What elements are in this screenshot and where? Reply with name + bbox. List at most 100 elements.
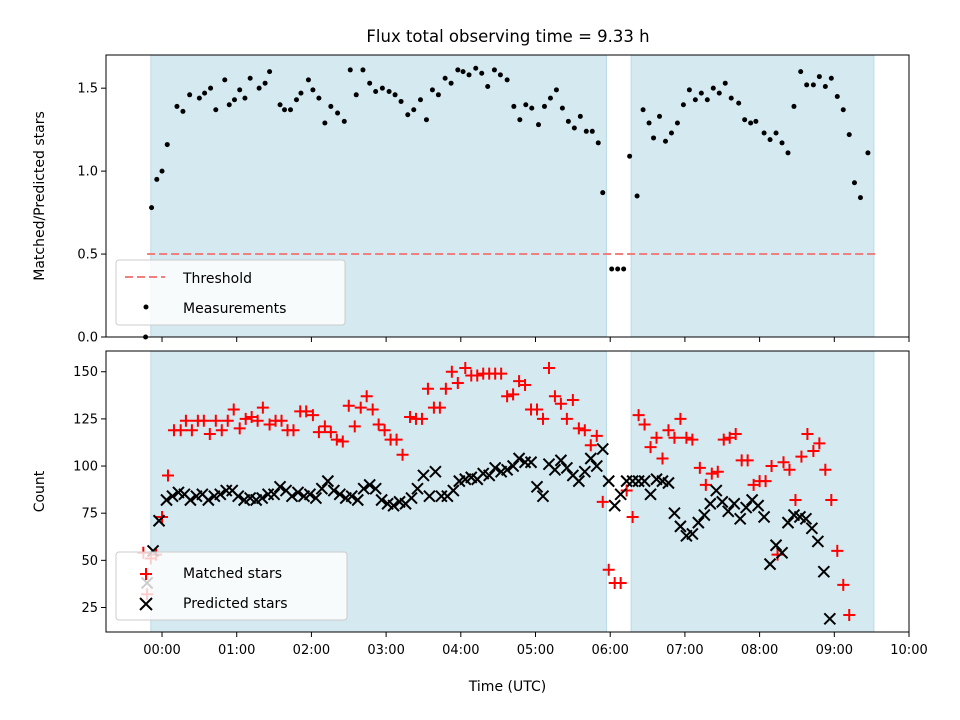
measurement-point	[398, 98, 404, 104]
legend-bottom-box	[115, 551, 348, 621]
measurement-point	[816, 74, 822, 80]
x-tick-label: 09:00	[816, 643, 853, 658]
measurement-point	[865, 150, 871, 156]
predicted-star-point	[375, 493, 388, 507]
measurement-point	[208, 85, 214, 91]
x-axis: 00:00 01:00 02:00 03:00 04:00 05:00 06:00 07:00…	[143, 632, 928, 658]
predicted-star-point	[309, 491, 323, 505]
x-tick-label: 07:00	[666, 643, 703, 658]
measurement-point	[473, 65, 479, 71]
predicted-star-point	[160, 493, 173, 507]
matched-star-point	[801, 427, 814, 440]
bottom-y-axis-label: Count	[32, 470, 48, 512]
predicted-star-point	[184, 493, 197, 507]
measurement-point	[379, 85, 385, 91]
measurement-point	[634, 193, 640, 199]
matched-star-point	[662, 424, 675, 437]
predicted-star-point	[405, 491, 418, 505]
legend-measurements-swatch	[143, 304, 149, 310]
matched-star-point	[501, 390, 514, 403]
measurement-point	[804, 82, 810, 88]
measurement-point	[226, 102, 232, 108]
measurement-point	[298, 90, 304, 96]
predicted-star-point	[811, 535, 825, 548]
measurement-point	[565, 118, 571, 124]
predicted-star-point	[716, 495, 729, 509]
predicted-star-point	[267, 488, 281, 501]
predicted-star-point	[363, 478, 376, 492]
matched-star-point	[819, 463, 832, 476]
measurement-point	[722, 80, 728, 86]
y-tick-label: 50	[81, 554, 98, 569]
measurement-point	[753, 118, 759, 124]
predicted-star-point	[698, 508, 711, 522]
matched-star-point	[275, 414, 288, 427]
matched-star-point	[632, 409, 645, 422]
predicted-star-point	[781, 516, 795, 529]
predicted-star-point	[554, 454, 568, 467]
matched-star-point	[354, 401, 367, 414]
x-tick-label: 02:00	[293, 643, 330, 658]
predicted-star-point	[596, 442, 609, 456]
matched-star-point	[179, 414, 192, 427]
matched-star-point	[507, 388, 520, 401]
matched-star-point	[396, 448, 409, 461]
bottom-y-axis: 25 50 75 100 125 150	[73, 365, 106, 616]
measurement-point	[698, 90, 704, 96]
measurement-point	[417, 97, 423, 103]
matched-star-point	[360, 390, 373, 403]
matched-star-point	[686, 433, 699, 446]
matched-star-point	[251, 414, 264, 427]
predicted-star-point	[506, 459, 520, 473]
measurement-point	[242, 95, 248, 101]
matched-star-point	[699, 478, 712, 491]
predicted-star-point	[387, 499, 400, 512]
legend-predicted-label: Predicted stars	[183, 596, 288, 612]
measurement-point	[316, 95, 322, 101]
measurement-point	[571, 125, 577, 131]
measurement-point	[583, 128, 589, 134]
legend-bottom: Matched stars Predicted stars	[115, 551, 348, 621]
matched-star-point	[783, 463, 796, 476]
matched-star-point	[445, 365, 458, 378]
matched-star-point	[300, 405, 313, 418]
measurement-point	[686, 87, 692, 93]
matched-star-point	[542, 361, 555, 374]
predicted-star-point	[530, 480, 544, 493]
predicted-star-point	[482, 469, 496, 482]
predicted-star-point	[536, 490, 550, 503]
measurement-point	[535, 122, 541, 128]
measurement-point	[367, 80, 373, 86]
predicted-star-point	[739, 501, 753, 514]
measurement-point	[791, 103, 797, 109]
measurement-point	[202, 90, 208, 96]
predicted-star-point	[799, 512, 813, 526]
y-tick-label: 75	[81, 507, 98, 522]
predicted-star-point	[417, 469, 430, 482]
matched-star-point	[693, 461, 706, 474]
measurement-point	[674, 120, 680, 126]
predicted-star-point	[291, 486, 305, 499]
predicted-star-point	[345, 490, 358, 503]
predicted-star-point	[411, 482, 424, 495]
matched-star-point	[330, 433, 343, 446]
matched-star-point	[439, 382, 452, 395]
y-tick-label: 150	[73, 365, 98, 380]
predicted-star-point	[805, 522, 819, 535]
predicted-star-point	[722, 505, 735, 518]
predicted-star-point	[638, 474, 651, 488]
measurement-point	[277, 102, 283, 108]
matched-star-point	[554, 397, 567, 410]
measurement-point	[448, 80, 454, 86]
measurement-point	[657, 113, 663, 119]
chart-title: Flux total observing time = 9.33 h	[366, 27, 649, 46]
matched-star-point	[451, 377, 464, 390]
measurement-point	[504, 77, 510, 83]
matched-star-point	[415, 412, 428, 425]
measurement-point	[222, 77, 228, 83]
matched-star-point	[324, 426, 337, 439]
predicted-star-point	[152, 514, 166, 527]
bottom-panel-frame	[105, 350, 910, 633]
predicted-star-point	[214, 488, 227, 501]
